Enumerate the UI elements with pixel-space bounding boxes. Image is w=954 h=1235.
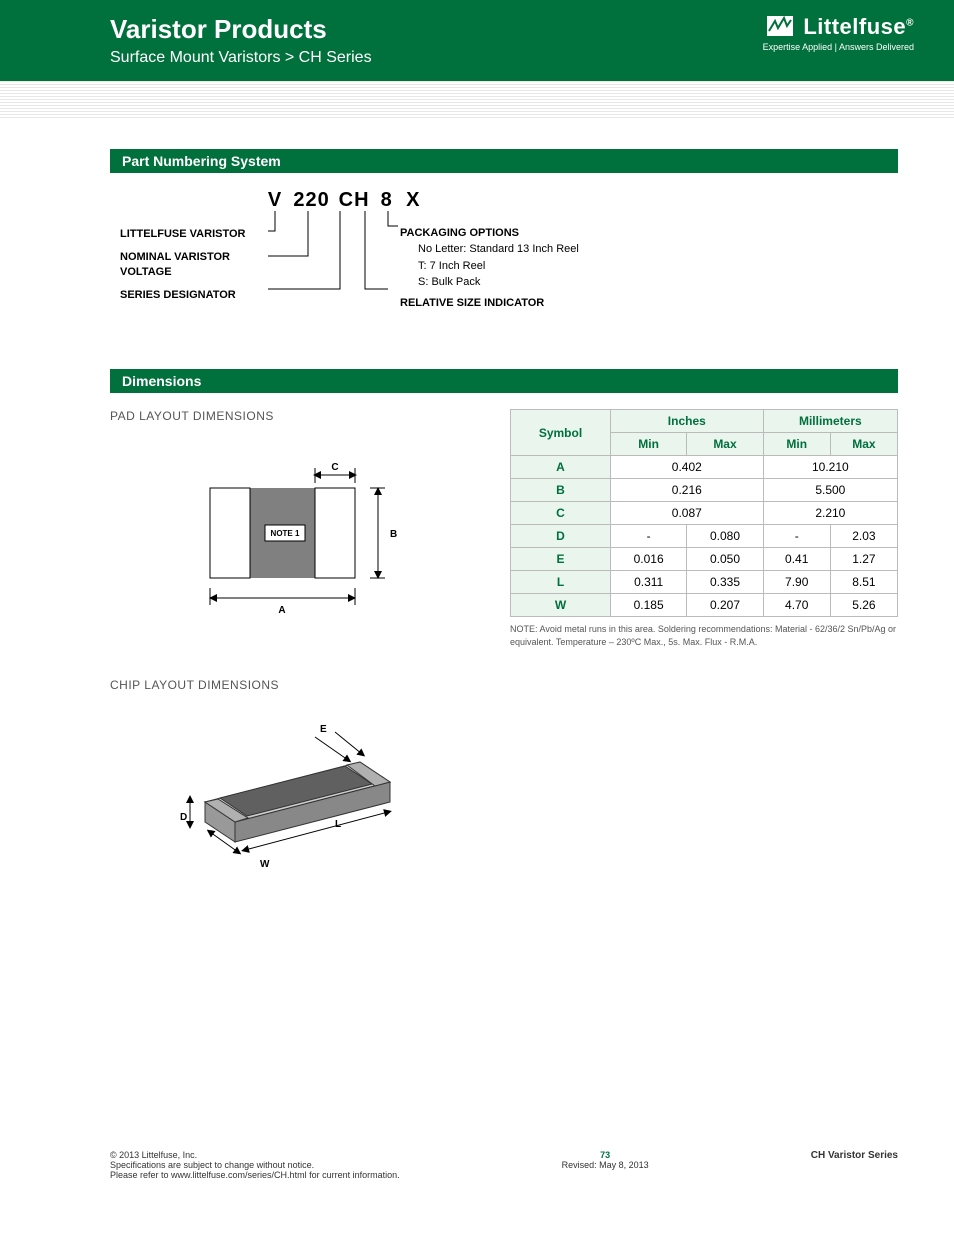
callout-voltage: NOMINAL VARISTORVOLTAGE [120, 250, 246, 279]
pkg-option: No Letter: Standard 13 Inch Reel [418, 241, 579, 258]
page-number: 73 [562, 1150, 649, 1160]
table-note: NOTE: Avoid metal runs in this area. Sol… [510, 623, 898, 648]
svg-text:NOTE 1: NOTE 1 [271, 529, 300, 538]
pn-segment-x: X [403, 189, 423, 212]
brand-name: Littelfuse [803, 14, 906, 39]
spec-note: Specifications are subject to change wit… [110, 1160, 400, 1170]
chip-layout-diagram: E D L W [110, 702, 410, 882]
th-max: Max [687, 433, 763, 456]
table-row: L0.3110.3357.908.51 [511, 571, 898, 594]
table-row: W0.1850.2074.705.26 [511, 594, 898, 617]
th-mm: Millimeters [763, 410, 897, 433]
chip-layout-heading: CHIP LAYOUT DIMENSIONS [110, 678, 470, 692]
svg-text:B: B [390, 529, 397, 540]
page-title: Varistor Products [110, 14, 372, 45]
part-numbering-diagram: V 220 CH 8 X LITTELFUSE VARISTOR NOMINAL… [110, 189, 898, 339]
callout-varistor: LITTELFUSE VARISTOR [120, 227, 246, 241]
svg-text:A: A [278, 605, 285, 616]
table-row: A0.40210.210 [511, 456, 898, 479]
dimensions-table: Symbol Inches Millimeters Min Max Min Ma… [510, 409, 898, 617]
copyright: © 2013 Littelfuse, Inc. [110, 1150, 400, 1160]
pkg-option: T: 7 Inch Reel [418, 258, 579, 275]
table-row: B0.2165.500 [511, 479, 898, 502]
decorative-stripes [0, 81, 954, 119]
svg-text:E: E [320, 724, 327, 735]
callout-packaging: PACKAGING OPTIONS [400, 227, 579, 239]
series-label: CH Varistor Series [811, 1150, 898, 1161]
pn-segment-ch: CH [338, 189, 370, 212]
th-min: Min [763, 433, 830, 456]
pn-segment-v: V [265, 189, 285, 212]
logo-icon [767, 16, 797, 36]
callout-series: SERIES DESIGNATOR [120, 288, 246, 302]
callout-size: RELATIVE SIZE INDICATOR [400, 297, 579, 309]
pad-layout-heading: PAD LAYOUT DIMENSIONS [110, 409, 470, 423]
th-min: Min [610, 433, 686, 456]
th-inches: Inches [610, 410, 763, 433]
svg-text:C: C [331, 462, 338, 473]
section-dimensions: Dimensions [110, 369, 898, 393]
breadcrumb: Surface Mount Varistors > CH Series [110, 49, 372, 67]
page-header: Varistor Products Surface Mount Varistor… [0, 0, 954, 81]
th-max: Max [830, 433, 897, 456]
svg-text:W: W [260, 859, 270, 870]
svg-text:D: D [180, 812, 187, 823]
th-symbol: Symbol [511, 410, 611, 456]
pkg-option: S: Bulk Pack [418, 274, 579, 291]
brand-logo: Littelfuse® Expertise Applied | Answers … [763, 14, 914, 52]
table-row: D-0.080-2.03 [511, 525, 898, 548]
pn-segment-8: 8 [377, 189, 397, 212]
brand-tagline: Expertise Applied | Answers Delivered [763, 42, 914, 52]
table-row: C0.0872.210 [511, 502, 898, 525]
page-footer: © 2013 Littelfuse, Inc. Specifications a… [0, 1150, 954, 1180]
section-part-numbering: Part Numbering System [110, 149, 898, 173]
pn-segment-220: 220 [292, 189, 332, 212]
revised-date: Revised: May 8, 2013 [562, 1160, 649, 1170]
pad-layout-diagram: NOTE 1 C B A [110, 433, 410, 623]
url-note: Please refer to www.littelfuse.com/serie… [110, 1170, 400, 1180]
table-row: E0.0160.0500.411.27 [511, 548, 898, 571]
